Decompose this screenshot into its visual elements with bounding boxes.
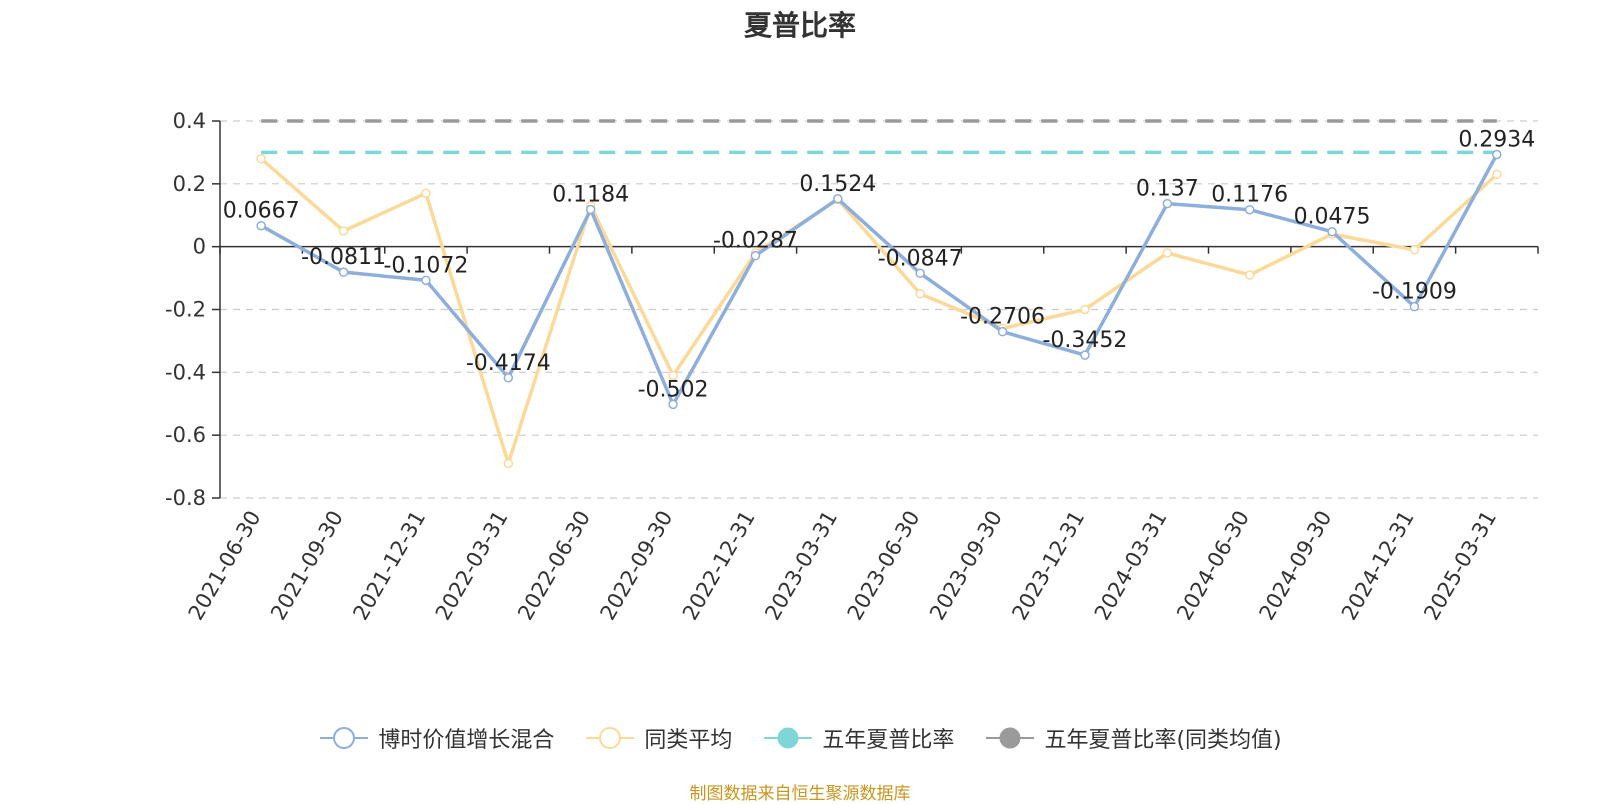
x-tick-label: 2023-06-30 [843,507,925,625]
y-tick-label: -0.6 [165,423,206,447]
data-label: 0.0667 [223,199,300,224]
data-label: -0.0811 [301,245,386,270]
data-point [503,458,514,469]
data-label: 0.1184 [552,182,629,207]
data-point [750,250,761,261]
data-label: 0.1176 [1211,183,1288,208]
x-tick-label: 2024-03-31 [1090,507,1172,625]
data-point [915,268,925,279]
legend: 博时价值增长混合 同类平均 五年夏普比率 五年夏普比率(同类均值) [0,722,1600,754]
y-tick-label: -0.4 [165,360,206,384]
gridlines [220,120,1538,499]
legend-label: 博时价值增长混合 [378,728,555,753]
data-labels: 0.0667-0.0811-0.1072 -0.4174 0.1184 -0.502 -… [223,127,1536,402]
data-point [1162,198,1173,209]
x-tick-label: 2022-06-30 [513,507,595,625]
data-label: -0.502 [638,377,709,402]
data-point [915,289,925,299]
x-tick-label: 2025-03-31 [1419,507,1501,625]
data-label: -0.0847 [878,246,963,271]
x-tick-label: 2021-09-30 [266,507,348,625]
data-label: 0.1524 [799,172,876,197]
data-label: -0.4174 [466,351,551,376]
data-point [503,373,514,383]
data-point [668,370,678,381]
data-point [833,194,843,204]
data-point [1244,204,1255,215]
data-point [338,267,349,277]
legend-marker-icon [986,727,1035,749]
data-label: -0.1072 [383,253,468,278]
data-label: -0.2706 [960,305,1045,330]
data-point [1327,226,1337,237]
legend-label: 五年夏普比率 [822,728,955,753]
x-tick-label: 2023-09-30 [925,507,1007,625]
legend-item[interactable]: 五年夏普比率 [762,722,954,754]
data-point [1492,149,1502,160]
legend-item[interactable]: 五年夏普比率(同类均值) [984,722,1282,754]
source-note: 制图数据来自恒生聚源数据库 [689,784,911,804]
legend-label: 同类平均 [644,728,733,753]
data-point [421,188,431,199]
legend-marker-icon [764,727,813,749]
legend-marker-icon [586,727,635,749]
data-point [1080,350,1090,360]
data-point [668,399,678,410]
x-tick-label: 2024-09-30 [1255,507,1337,625]
data-label: 0.0475 [1294,205,1371,230]
y-tick-label: -0.2 [165,298,206,322]
x-tick-label: 2024-12-31 [1337,507,1419,625]
x-tick-label: 2023-03-31 [760,507,842,625]
data-label: 0.137 [1136,177,1199,202]
data-point [1409,245,1420,255]
legend-item[interactable]: 同类平均 [584,722,732,754]
data-label: -0.3452 [1042,328,1127,353]
data-label: -0.1909 [1372,280,1457,305]
x-tick-label: 2021-06-30 [184,507,266,625]
x-tick-label: 2021-12-31 [348,507,430,625]
data-point [1244,270,1255,280]
y-tick-label: -0.8 [165,486,206,510]
chart-title: 夏普比率 [743,9,856,42]
data-point [1080,304,1090,315]
data-point [256,153,266,164]
data-label: 0.2934 [1458,127,1535,152]
series-lines [256,119,1502,469]
data-point [256,220,266,231]
y-tick-label: 0.4 [173,109,206,133]
data-point [1162,248,1173,258]
data-point [585,204,596,215]
data-point [1492,169,1502,180]
legend-item[interactable]: 博时价值增长混合 [318,722,554,754]
y-tick-label: 0 [193,235,206,259]
x-tick-label: 2024-06-30 [1172,507,1254,625]
data-point [1409,301,1420,312]
data-point [421,275,431,286]
data-label: -0.0287 [713,229,798,254]
x-tick-label: 2022-09-30 [596,507,678,625]
x-tick-label: 2022-03-31 [431,507,513,625]
legend-label: 五年夏普比率(同类均值) [1044,728,1282,753]
data-point [338,226,349,236]
x-tick-label: 2022-12-31 [678,507,760,625]
y-tick-label: 0.2 [173,172,206,196]
legend-marker-icon [320,727,369,749]
data-point [997,326,1008,337]
x-tick-label: 2023-12-31 [1007,507,1089,625]
series-line [260,153,1499,407]
